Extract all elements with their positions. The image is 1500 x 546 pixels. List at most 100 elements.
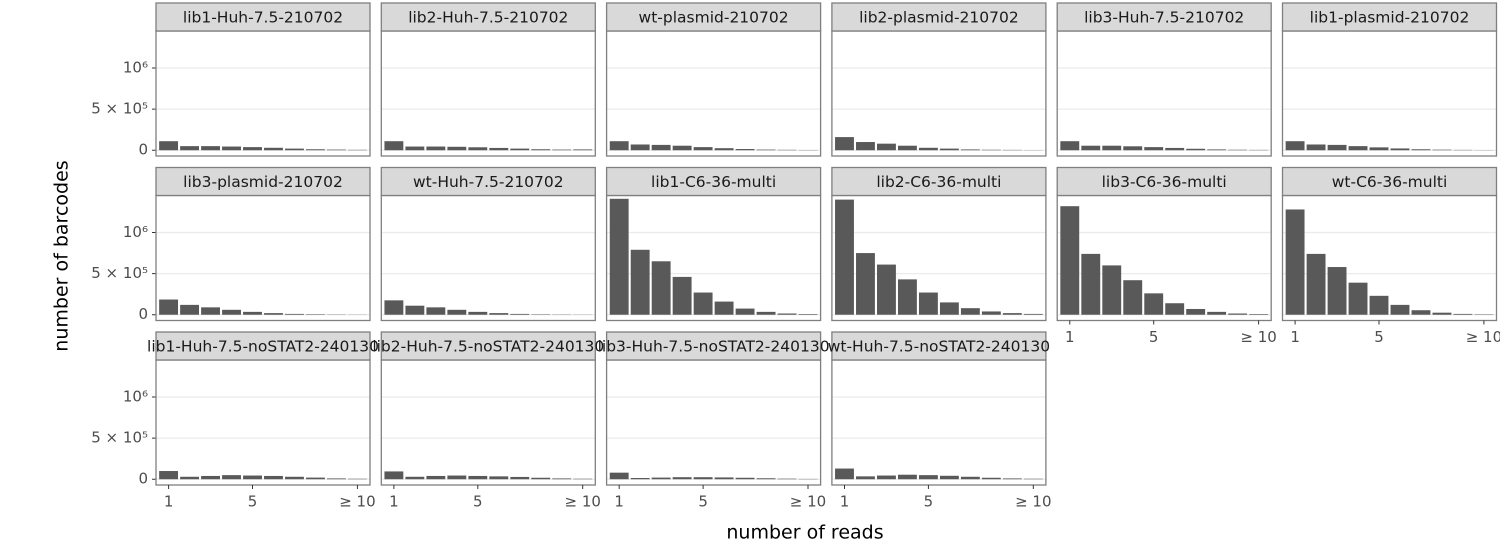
panel-background	[156, 31, 370, 156]
bar	[610, 473, 629, 480]
strip-title: lib1-C6-36-multi	[651, 173, 776, 191]
bar	[243, 312, 262, 315]
bar	[631, 250, 650, 315]
bar	[447, 147, 466, 150]
bar	[715, 302, 734, 315]
bar	[757, 478, 776, 479]
x-tick-label: 1	[1290, 328, 1300, 346]
bar	[856, 253, 875, 315]
panel-background	[607, 31, 821, 156]
bar	[673, 146, 692, 151]
bar	[285, 149, 304, 151]
bar	[673, 277, 692, 315]
y-tick-label: 0	[138, 470, 148, 488]
bar	[159, 141, 178, 150]
bar	[1123, 146, 1142, 150]
bar	[1024, 314, 1043, 315]
bar	[1286, 141, 1305, 150]
bar	[264, 476, 283, 479]
bar	[201, 146, 220, 150]
bar	[1003, 478, 1022, 479]
bar	[180, 146, 199, 150]
bar	[447, 476, 466, 480]
bar	[327, 478, 346, 479]
strip-title: lib3-C6-36-multi	[1102, 173, 1227, 191]
bar	[961, 149, 980, 150]
bar	[1433, 150, 1452, 151]
bar	[1123, 280, 1142, 315]
bar	[919, 475, 938, 479]
strip-title: wt-Huh-7.5-noSTAT2-240130	[828, 338, 1050, 356]
x-tick-label: ≥ 10	[339, 493, 375, 511]
strip-title: wt-plasmid-210702	[639, 9, 789, 27]
x-tick-label: 5	[1374, 328, 1384, 346]
panel-background	[1283, 31, 1497, 156]
x-tick-label: 5	[698, 493, 708, 511]
y-tick-label: 0	[138, 141, 148, 159]
x-tick-label: ≥ 10	[1240, 328, 1276, 346]
bar	[856, 142, 875, 150]
strip-title: lib3-Huh-7.5-210702	[1084, 9, 1244, 27]
bar	[264, 148, 283, 150]
y-tick-label: 10⁶	[123, 223, 148, 241]
bar	[1207, 312, 1226, 315]
y-tick-label: 10⁶	[123, 59, 148, 77]
bar	[940, 302, 959, 314]
bar	[159, 471, 178, 479]
strip-title: lib2-Huh-7.5-noSTAT2-240130	[372, 338, 604, 356]
bar	[489, 476, 508, 479]
bar	[694, 147, 713, 150]
bar	[877, 144, 896, 151]
bar	[919, 148, 938, 150]
bar	[877, 265, 896, 315]
bar	[1349, 146, 1368, 150]
panel-background	[381, 360, 595, 485]
bar	[673, 477, 692, 479]
bar	[1412, 310, 1431, 315]
bar	[405, 147, 424, 151]
bar	[1391, 305, 1410, 315]
bar	[1144, 293, 1163, 314]
bar	[1207, 149, 1226, 150]
bar	[1412, 149, 1431, 150]
x-tick-label: 1	[840, 493, 850, 511]
bar	[489, 148, 508, 150]
bar	[1081, 146, 1100, 151]
bar	[757, 150, 776, 151]
bar	[552, 478, 571, 479]
strip-title: lib2-Huh-7.5-210702	[408, 9, 568, 27]
bar	[510, 149, 529, 151]
bar	[1391, 148, 1410, 150]
panel-background	[381, 196, 595, 321]
bar	[531, 149, 550, 150]
bar	[384, 471, 403, 479]
bar	[715, 148, 734, 150]
panel-background	[156, 360, 370, 485]
x-tick-label: 1	[614, 493, 624, 511]
bar	[531, 478, 550, 479]
bar	[835, 469, 854, 480]
bar	[405, 306, 424, 315]
x-tick-label: 5	[248, 493, 258, 511]
bar	[426, 307, 445, 314]
bar	[306, 149, 325, 150]
bar	[610, 199, 629, 315]
bar	[835, 200, 854, 315]
bar	[306, 478, 325, 480]
bar	[736, 478, 755, 479]
x-tick-label: ≥ 10	[1466, 328, 1500, 346]
y-tick-label: 0	[138, 305, 148, 323]
strip-title: lib1-plasmid-210702	[1310, 9, 1470, 27]
y-tick-label: 10⁶	[123, 388, 148, 406]
bar	[405, 477, 424, 479]
bar	[856, 476, 875, 479]
bar	[1003, 313, 1022, 315]
x-tick-label: 1	[1065, 328, 1075, 346]
strip-title: lib3-Huh-7.5-noSTAT2-240130	[598, 338, 830, 356]
bar	[877, 476, 896, 480]
bar	[1144, 147, 1163, 150]
y-tick-label: 5 × 10⁵	[91, 100, 148, 118]
bar	[736, 309, 755, 315]
bar	[327, 150, 346, 151]
bar	[384, 300, 403, 314]
